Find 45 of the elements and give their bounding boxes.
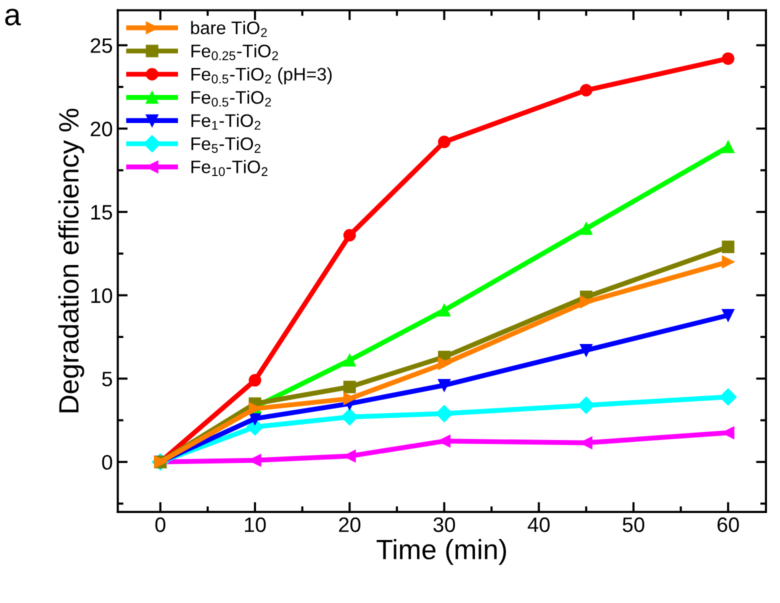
y-tick-label: 5 bbox=[102, 372, 112, 386]
text: a bbox=[5, 8, 21, 26]
x-tick-label: 30 bbox=[433, 517, 456, 532]
point bbox=[578, 396, 595, 414]
legend-label: Fe$_{5}$-TiO$_{2}$ bbox=[191, 136, 260, 153]
point bbox=[720, 388, 737, 406]
point bbox=[580, 344, 592, 357]
y-tick-label: 20 bbox=[90, 122, 112, 136]
y-tick-label: 25 bbox=[90, 38, 112, 54]
point bbox=[248, 374, 262, 387]
point bbox=[580, 296, 592, 308]
point bbox=[438, 136, 450, 148]
point bbox=[722, 309, 734, 322]
y-tick-label: 10 bbox=[91, 288, 112, 304]
legend-label: bare TiO$_{2}$ bbox=[191, 20, 267, 37]
y-tick-label: 15 bbox=[91, 205, 112, 220]
point bbox=[341, 408, 358, 426]
legend-label: Fe$_{0.5}$-TiO$_{2}$ bbox=[191, 90, 271, 107]
legend-label: Fe$_{0.5}$-TiO$_{2}$ (pH=3) bbox=[191, 67, 332, 84]
point bbox=[436, 405, 453, 422]
legend-label: Fe$_{10}$-TiO$_{2}$ bbox=[191, 160, 268, 176]
x-tick-label: 40 bbox=[528, 517, 550, 532]
legend-label: Fe$_{0.25}$-TiO$_{2}$ bbox=[191, 44, 278, 60]
x-tick-label: 10 bbox=[244, 517, 266, 532]
point bbox=[722, 52, 734, 65]
point bbox=[438, 304, 450, 317]
point bbox=[343, 380, 356, 394]
point bbox=[438, 379, 450, 392]
y-axis-title: Degradation efficiency % bbox=[58, 108, 84, 412]
point bbox=[722, 256, 734, 268]
x-tick-label: 0 bbox=[155, 517, 166, 532]
x-tick-label: 60 bbox=[718, 517, 739, 532]
legend-label: Fe$_{1}$-TiO$_{2}$ bbox=[191, 114, 260, 130]
point bbox=[343, 354, 356, 367]
point bbox=[722, 140, 734, 154]
point bbox=[722, 240, 734, 254]
point bbox=[343, 229, 356, 242]
x-tick-label: 50 bbox=[622, 517, 644, 532]
x-tick-label: 20 bbox=[339, 517, 360, 532]
y-tick-label: 0 bbox=[102, 454, 112, 470]
point bbox=[438, 357, 450, 370]
point bbox=[580, 84, 592, 97]
x-axis-title: Time (min) bbox=[376, 539, 506, 565]
point bbox=[580, 222, 592, 235]
point bbox=[343, 392, 356, 405]
